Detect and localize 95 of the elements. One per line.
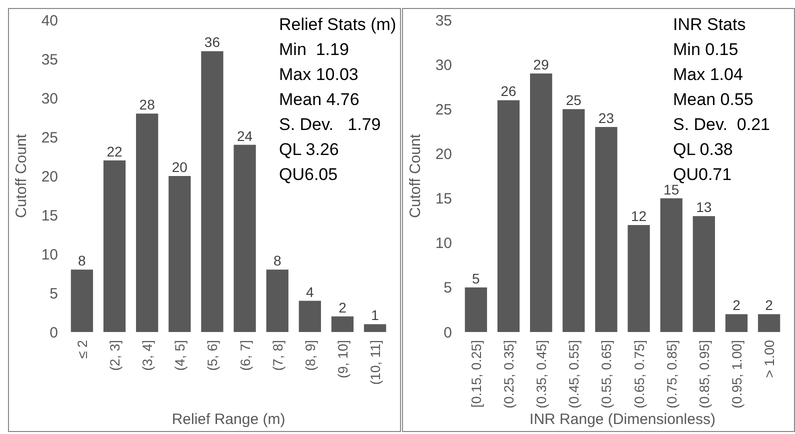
x-tick-label: [0.15, 0.25] <box>468 340 484 408</box>
annotation: Mean 0.55 <box>673 90 754 109</box>
x-tick-label: (0.45, 0.55] <box>566 340 582 408</box>
x-tick-label: > 1.00 <box>762 340 778 378</box>
x-tick-label: (0.75, 0.85] <box>664 340 680 408</box>
x-tick-label: (8, 9] <box>302 340 318 371</box>
x-tick-label: (10, 11] <box>368 340 384 385</box>
y-tick-label: 5 <box>444 280 452 297</box>
annotation: INR Stats <box>673 15 746 34</box>
bar <box>136 114 158 332</box>
y-tick-label: 10 <box>41 246 58 264</box>
bar <box>70 270 94 332</box>
data-label: 1 <box>371 307 380 324</box>
data-label: 8 <box>273 252 282 269</box>
bar <box>628 225 650 332</box>
data-label: 5 <box>472 270 480 286</box>
data-label: 26 <box>500 83 517 100</box>
y-tick-label: 20 <box>435 146 452 163</box>
data-label: 28 <box>139 96 156 113</box>
x-tick-label: (6, 7] <box>238 340 253 371</box>
bar <box>497 100 520 332</box>
annotation: Max 10.03 <box>279 65 358 84</box>
bar <box>298 300 321 332</box>
annotation: QU0.71 <box>673 165 732 184</box>
x-tick-label: (0.25, 0.35] <box>502 340 517 408</box>
y-tick-label: 0 <box>50 324 58 342</box>
annotation: S. Dev. 1.79 <box>279 115 381 134</box>
bar <box>692 216 715 332</box>
x-tick-label: (4, 5] <box>172 340 188 371</box>
bar <box>331 316 354 332</box>
y-tick-label: 25 <box>435 101 452 118</box>
x-tick-label: (7, 8] <box>270 340 286 371</box>
annotation: QL 3.26 <box>279 140 339 159</box>
data-label: 8 <box>78 252 86 269</box>
data-label: 36 <box>204 34 220 50</box>
y-tick-label: 30 <box>41 90 58 108</box>
bar <box>364 324 386 332</box>
y-tick-label: 30 <box>435 56 452 74</box>
x-tick-label: ≤ 2 <box>74 340 90 359</box>
x-axis-title: INR Range (Dimensionless) <box>530 411 716 428</box>
bar <box>595 126 618 332</box>
x-tick-label: (0.55, 0.65] <box>599 340 614 408</box>
data-label: 2 <box>338 299 347 316</box>
data-label: 24 <box>236 128 253 144</box>
x-tick-label: (0.35, 0.45] <box>534 340 550 408</box>
x-tick-label: (0.85, 0.95] <box>696 340 712 408</box>
x-tick-label: (0.95, 1.00] <box>729 340 744 408</box>
bar <box>234 144 256 332</box>
data-label: 13 <box>696 199 712 216</box>
bar <box>530 73 552 332</box>
x-tick-label: (3, 4] <box>140 340 156 371</box>
data-label: 12 <box>630 208 647 224</box>
y-tick-label: 10 <box>435 235 452 252</box>
bar <box>201 51 224 332</box>
bar <box>725 314 748 332</box>
x-tick-label: (2, 3] <box>108 340 123 371</box>
y-tick-label: 25 <box>41 129 58 146</box>
annotation: Max 1.04 <box>673 65 743 84</box>
y-tick-label: 20 <box>41 168 58 186</box>
y-tick-label: 35 <box>435 12 452 30</box>
y-tick-label: 35 <box>41 51 58 68</box>
bar <box>103 160 126 332</box>
data-label: 29 <box>533 56 550 72</box>
x-tick-label: (0.65, 0.75] <box>632 340 647 408</box>
data-label: 15 <box>664 181 680 198</box>
data-label: 2 <box>765 297 774 314</box>
annotation: S. Dev. 0.21 <box>673 115 770 134</box>
x-axis-title: Relief Range (m) <box>172 411 286 428</box>
data-label: 2 <box>732 297 741 314</box>
y-axis-title: Cutoff Count <box>13 133 30 218</box>
y-tick-label: 15 <box>41 207 58 224</box>
data-label: 4 <box>306 284 314 300</box>
annotation: Min 1.19 <box>279 40 349 59</box>
y-tick-label: 15 <box>435 190 452 208</box>
annotation: Mean 4.76 <box>279 90 360 109</box>
y-tick-label: 40 <box>41 12 58 30</box>
y-tick-label: 0 <box>444 324 452 342</box>
bar <box>758 314 780 332</box>
data-label: 23 <box>598 110 614 126</box>
annotation: Relief Stats (m) <box>279 15 396 34</box>
x-tick-label: (9, 10] <box>335 340 350 378</box>
annotation: QU6.05 <box>279 165 338 184</box>
annotation: QL 0.38 <box>673 140 733 159</box>
data-label: 20 <box>172 159 188 175</box>
y-tick-label: 5 <box>50 285 58 302</box>
annotation: Min 0.15 <box>673 40 738 59</box>
bar <box>168 176 191 332</box>
data-label: 22 <box>106 143 123 160</box>
bar <box>464 287 488 332</box>
bar <box>660 198 682 332</box>
y-axis-title: Cutoff Count <box>407 133 424 218</box>
bar <box>266 270 288 332</box>
data-label: 25 <box>566 92 582 108</box>
bar <box>562 109 585 332</box>
x-tick-label: (5, 6] <box>205 340 220 371</box>
